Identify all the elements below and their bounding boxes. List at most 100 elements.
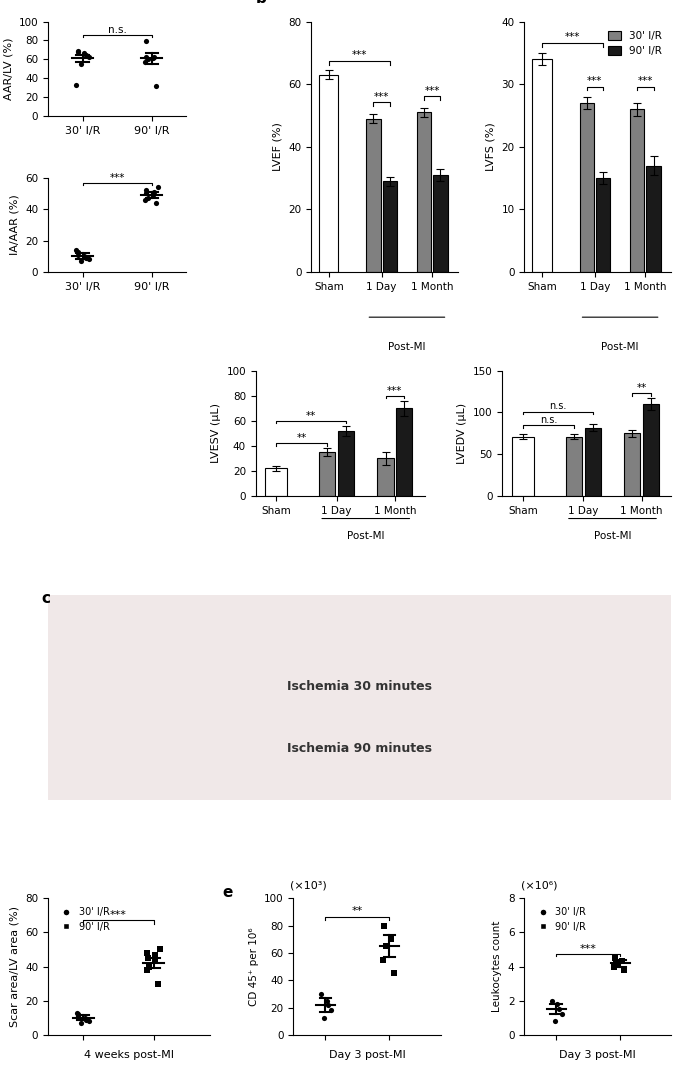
Point bbox=[556, 1006, 567, 1023]
Text: ***: *** bbox=[587, 77, 602, 86]
Text: b: b bbox=[256, 0, 266, 6]
Point bbox=[552, 995, 563, 1012]
Text: Post-MI: Post-MI bbox=[388, 342, 425, 353]
Legend: 30' I/R, 90' I/R: 30' I/R, 90' I/R bbox=[529, 903, 590, 936]
Text: **: ** bbox=[352, 907, 363, 916]
Bar bbox=[434, 175, 447, 272]
Text: ***: *** bbox=[564, 32, 580, 42]
Point bbox=[75, 252, 86, 270]
Bar bbox=[512, 437, 534, 496]
Bar bbox=[319, 452, 336, 496]
Text: ***: *** bbox=[110, 910, 127, 921]
Text: (×10³): (×10³) bbox=[290, 880, 327, 890]
Y-axis label: CD 45⁺ per 10⁶: CD 45⁺ per 10⁶ bbox=[249, 927, 258, 1006]
Bar bbox=[596, 178, 610, 272]
Point bbox=[73, 42, 84, 59]
Text: ***: *** bbox=[638, 77, 653, 86]
Point bbox=[79, 1009, 90, 1026]
Y-axis label: LVFS (%): LVFS (%) bbox=[486, 123, 496, 171]
Bar bbox=[319, 74, 338, 272]
Y-axis label: LVESV (μL): LVESV (μL) bbox=[211, 403, 221, 464]
Point bbox=[81, 1011, 92, 1028]
Point bbox=[84, 251, 95, 268]
Text: Post-MI: Post-MI bbox=[347, 531, 384, 541]
Bar bbox=[265, 469, 287, 496]
Point bbox=[153, 975, 164, 992]
Point bbox=[619, 962, 630, 979]
Point bbox=[140, 191, 151, 208]
Point bbox=[73, 43, 84, 60]
Bar bbox=[396, 409, 412, 496]
Text: Post-MI: Post-MI bbox=[601, 342, 639, 353]
Point bbox=[142, 950, 153, 967]
Text: ***: *** bbox=[351, 51, 367, 60]
Point bbox=[73, 246, 84, 263]
Point bbox=[140, 181, 151, 198]
Bar bbox=[383, 181, 397, 272]
Text: Ischemia 90 minutes: Ischemia 90 minutes bbox=[287, 742, 432, 755]
Bar bbox=[580, 103, 594, 272]
Point bbox=[84, 47, 95, 65]
Point bbox=[148, 183, 159, 201]
Text: Post-MI: Post-MI bbox=[594, 531, 632, 541]
Text: n.s.: n.s. bbox=[108, 25, 127, 34]
Legend: 30' I/R, 90' I/R: 30' I/R, 90' I/R bbox=[53, 903, 114, 936]
Point bbox=[150, 953, 161, 970]
Text: n.s.: n.s. bbox=[549, 401, 566, 412]
Point bbox=[73, 243, 84, 260]
Bar bbox=[630, 109, 645, 272]
Point bbox=[73, 1008, 84, 1025]
Point bbox=[616, 953, 627, 970]
Point bbox=[80, 249, 91, 266]
Point bbox=[142, 944, 153, 962]
Legend: 30' I/R, 90' I/R: 30' I/R, 90' I/R bbox=[604, 27, 666, 60]
Point bbox=[71, 77, 82, 94]
Text: c: c bbox=[42, 591, 51, 606]
Point bbox=[546, 992, 557, 1009]
Point bbox=[378, 951, 389, 968]
Point bbox=[76, 1014, 87, 1032]
Point bbox=[71, 1004, 82, 1021]
Text: Ischemia 30 minutes: Ischemia 30 minutes bbox=[287, 680, 432, 693]
Point bbox=[142, 190, 153, 207]
Bar bbox=[566, 437, 582, 496]
Point bbox=[148, 50, 159, 67]
Point bbox=[380, 938, 391, 955]
Point bbox=[150, 946, 161, 964]
Point bbox=[141, 49, 152, 66]
Text: **: ** bbox=[306, 411, 316, 420]
Bar bbox=[584, 428, 601, 496]
Point bbox=[553, 1000, 564, 1018]
Text: **: ** bbox=[297, 433, 307, 443]
Text: ***: *** bbox=[110, 172, 125, 183]
Point bbox=[79, 248, 90, 265]
Point bbox=[144, 958, 155, 976]
Y-axis label: IA/AAR (%): IA/AAR (%) bbox=[10, 194, 20, 255]
Text: ***: *** bbox=[580, 944, 597, 954]
Bar bbox=[366, 119, 381, 272]
Point bbox=[80, 46, 91, 64]
Point bbox=[140, 32, 151, 50]
Point bbox=[71, 241, 82, 259]
Point bbox=[323, 996, 334, 1013]
Point bbox=[148, 47, 159, 65]
Text: ***: *** bbox=[374, 92, 389, 102]
Bar bbox=[417, 112, 432, 272]
Y-axis label: AAR/LV (%): AAR/LV (%) bbox=[3, 38, 13, 100]
Text: (×10⁶): (×10⁶) bbox=[521, 880, 558, 890]
Point bbox=[142, 51, 153, 68]
Text: ***: *** bbox=[387, 386, 403, 396]
X-axis label: 4 weeks post-MI: 4 weeks post-MI bbox=[84, 1050, 174, 1060]
Point bbox=[388, 965, 399, 982]
Bar bbox=[338, 431, 354, 496]
Point bbox=[79, 44, 90, 61]
Text: n.s.: n.s. bbox=[540, 415, 557, 425]
Bar bbox=[624, 433, 640, 496]
Bar bbox=[643, 404, 659, 496]
Point bbox=[148, 186, 159, 204]
Point bbox=[151, 194, 162, 211]
Text: e: e bbox=[223, 885, 233, 899]
Point bbox=[73, 1006, 84, 1023]
Bar bbox=[647, 166, 660, 272]
Y-axis label: LVEDV (μL): LVEDV (μL) bbox=[458, 403, 467, 464]
